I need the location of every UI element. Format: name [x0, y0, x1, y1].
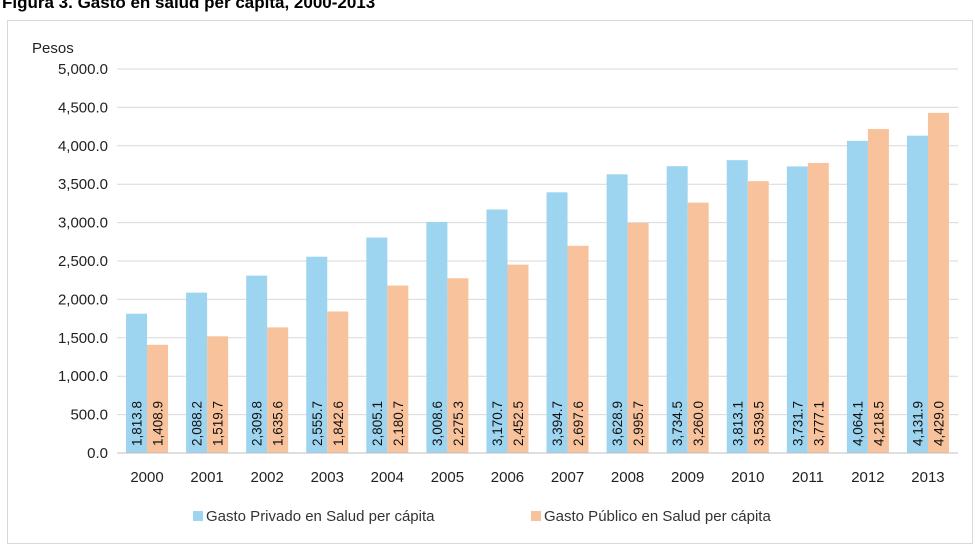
- data-label: 1,842.6: [331, 401, 346, 446]
- y-tick-label: 1,000.0: [58, 368, 108, 385]
- bar-publico: [867, 129, 889, 453]
- data-label: 4,218.5: [871, 401, 886, 446]
- legend-label: Gasto Público en Salud per cápita: [544, 508, 771, 525]
- x-tick-label: 2006: [491, 469, 524, 486]
- y-tick-label: 4,500.0: [58, 99, 108, 116]
- data-label: 3,813.1: [730, 401, 745, 446]
- x-tick-label: 2008: [611, 469, 644, 486]
- data-label: 1,635.6: [271, 401, 286, 446]
- bar-privado: [486, 209, 508, 453]
- bar-privado: [246, 275, 268, 453]
- data-label: 4,064.1: [850, 401, 865, 446]
- data-label: 3,008.6: [430, 401, 445, 446]
- x-tick-label: 2003: [311, 469, 344, 486]
- bar-publico: [747, 181, 769, 454]
- bar-publico: [267, 327, 289, 453]
- x-tick-label: 2013: [911, 469, 944, 486]
- data-label: 2,555.7: [310, 401, 325, 446]
- data-label: 3,777.1: [811, 401, 826, 446]
- legend-label: Gasto Privado en Salud per cápita: [206, 508, 435, 525]
- legend: Gasto Privado en Salud per cápita Gasto P…: [193, 508, 771, 525]
- x-tick-label: 2004: [371, 469, 404, 486]
- legend-swatch: [531, 511, 541, 521]
- bar-privado: [186, 292, 208, 453]
- y-tick-label: 0.0: [87, 445, 108, 462]
- bar-privado: [366, 237, 388, 453]
- data-label: 3,539.5: [751, 401, 766, 446]
- x-tick-label: 2009: [671, 469, 704, 486]
- y-tick-label: 2,000.0: [58, 291, 108, 308]
- y-tick-label: 500.0: [70, 407, 108, 424]
- bar-publico: [387, 285, 409, 453]
- data-label: 3,734.5: [670, 401, 685, 446]
- bar-publico: [507, 264, 529, 453]
- x-tick-label: 2002: [250, 469, 283, 486]
- bar-privado: [906, 135, 928, 453]
- bar-publico: [807, 162, 829, 454]
- x-tick-label: 2001: [190, 469, 223, 486]
- bar-publico: [447, 278, 469, 453]
- y-tick-label: 5,000.0: [58, 61, 108, 78]
- bar-publico: [327, 311, 349, 453]
- data-label: 2,180.7: [391, 401, 406, 446]
- y-axis-label: Pesos: [32, 40, 74, 57]
- data-label: 1,408.9: [151, 401, 166, 446]
- data-label: 2,088.2: [190, 401, 205, 446]
- bar-privado: [786, 166, 808, 453]
- bar-publico: [147, 344, 169, 453]
- bar-publico: [927, 112, 949, 454]
- y-tick-label: 3,000.0: [58, 215, 108, 232]
- data-label: 2,309.8: [250, 401, 265, 446]
- y-tick-label: 4,000.0: [58, 138, 108, 155]
- x-tick-label: 2011: [792, 469, 824, 486]
- data-label: 3,731.7: [790, 401, 805, 446]
- data-label: 3,260.0: [691, 401, 706, 446]
- bar-privado: [726, 160, 748, 453]
- bar-privado: [306, 256, 328, 453]
- y-tick-label: 3,500.0: [58, 176, 108, 193]
- data-label: 4,131.9: [910, 401, 925, 446]
- bar-privado: [126, 313, 148, 453]
- legend-swatch: [193, 511, 203, 521]
- bar-privado: [546, 192, 568, 453]
- bar-privado: [666, 166, 688, 453]
- data-label: 2,805.1: [370, 401, 385, 446]
- x-axis: 2000 2001 2002 2003 2004 2005 2006 2007 2008 2009…: [117, 452, 958, 486]
- bar-publico: [567, 245, 589, 453]
- data-label: 3,628.9: [610, 401, 625, 446]
- data-label: 3,394.7: [550, 401, 565, 446]
- data-label: 4,429.0: [931, 401, 946, 446]
- x-tick-label: 2007: [551, 469, 584, 486]
- x-tick-label: 2000: [130, 469, 163, 486]
- x-tick-label: 2010: [731, 469, 764, 486]
- figure-title: Figura 3. Gasto en salud per cápita, 200…: [2, 0, 376, 12]
- data-label: 1,519.7: [211, 401, 226, 446]
- bar-privado: [426, 221, 448, 453]
- data-label: 3,170.7: [490, 401, 505, 446]
- data-label: 2,697.6: [571, 401, 586, 446]
- bar-publico: [687, 202, 709, 453]
- x-tick-label: 2005: [431, 469, 464, 486]
- y-tick-label: 1,500.0: [58, 330, 108, 347]
- bar-privado: [606, 174, 628, 453]
- bar-publico: [207, 336, 229, 453]
- data-label: 1,813.8: [130, 401, 145, 446]
- bars: 1,813.8 1,408.9 2,088.2 1,519.7 2,309.8 1,635…: [126, 112, 949, 454]
- bar-publico: [627, 222, 649, 453]
- data-label: 2,452.5: [511, 401, 526, 446]
- x-tick-label: 2012: [851, 469, 884, 486]
- y-tick-label: 2,500.0: [58, 253, 108, 270]
- y-axis: Pesos 0.0 500.0 1,000.0 1,500.0 2,000.0 2,500.…: [32, 40, 108, 462]
- data-label: 2,995.7: [631, 401, 646, 446]
- data-label: 2,275.3: [451, 401, 466, 446]
- bar-privado: [846, 140, 868, 453]
- gridlines: [117, 68, 958, 454]
